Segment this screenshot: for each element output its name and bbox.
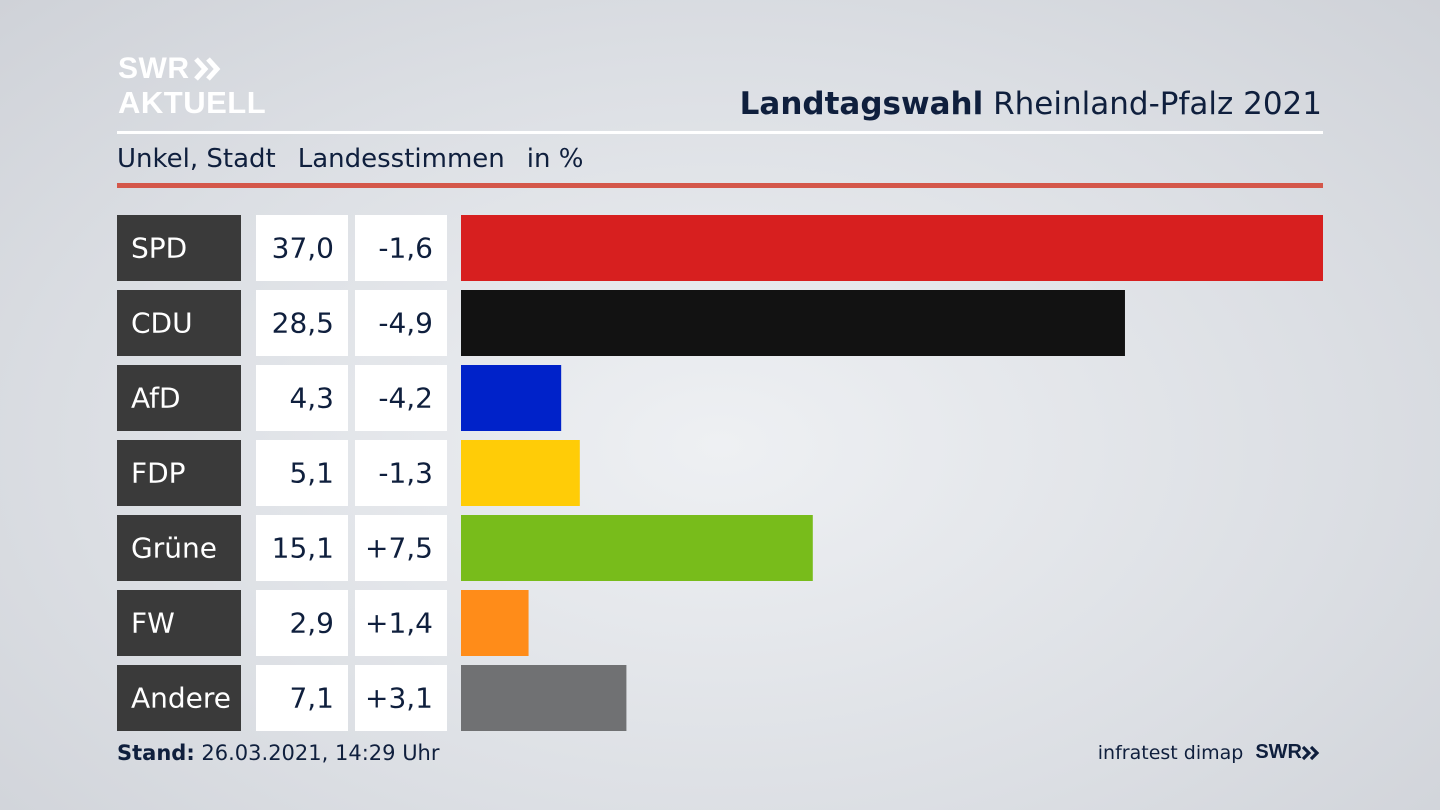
bar-cdu <box>461 290 1125 356</box>
value-label: 28,5 <box>272 307 334 340</box>
change-box <box>355 440 447 506</box>
footer-brand-text: SWR <box>1255 741 1302 763</box>
party-label-box <box>117 665 241 731</box>
party-label-box <box>117 215 241 281</box>
party-label: Andere <box>131 682 231 715</box>
value-box <box>256 665 348 731</box>
change-label: +3,1 <box>365 682 433 715</box>
bar-fdp <box>461 440 580 506</box>
value-box <box>256 515 348 581</box>
value-label: 7,1 <box>289 682 334 715</box>
subtitle-place: Unkel, Stadt <box>117 144 276 174</box>
bar-fw <box>461 590 529 656</box>
timestamp: Stand: 26.03.2021, 14:29 Uhr <box>117 741 440 765</box>
value-box <box>256 290 348 356</box>
change-label: +7,5 <box>365 532 433 565</box>
double-chevron-icon <box>1302 745 1320 760</box>
party-label-box <box>117 590 241 656</box>
party-label: CDU <box>131 307 193 340</box>
value-label: 5,1 <box>289 457 334 490</box>
value-box <box>256 365 348 431</box>
bar-grne <box>461 515 813 581</box>
change-box <box>355 590 447 656</box>
party-label-box <box>117 365 241 431</box>
change-box <box>355 515 447 581</box>
value-label: 2,9 <box>289 607 334 640</box>
chart-subtitle: Unkel, Stadt Landesstimmen in % <box>117 144 583 174</box>
party-label-box <box>117 290 241 356</box>
bar-spd <box>461 215 1323 281</box>
party-label: FDP <box>131 457 186 490</box>
change-label: -1,6 <box>378 232 433 265</box>
source-text: infratest dimap <box>1097 741 1244 764</box>
change-box <box>355 290 447 356</box>
bar-andere <box>461 665 627 731</box>
logo-text-swr: SWR <box>118 52 190 85</box>
party-label-box <box>117 515 241 581</box>
swr-footer-logo: SWR <box>1255 741 1322 764</box>
title-bold: Landtagswahl <box>739 86 984 122</box>
party-label: Grüne <box>131 532 217 565</box>
change-box <box>355 665 447 731</box>
party-label: FW <box>131 607 175 640</box>
stand-value: 26.03.2021, 14:29 Uhr <box>201 741 440 765</box>
bar-afd <box>461 365 562 431</box>
page-title: Landtagswahl Rheinland-Pfalz 2021 <box>740 86 1322 122</box>
subtitle-vote-type: Landesstimmen <box>297 144 505 174</box>
change-label: +1,4 <box>365 607 433 640</box>
party-label: SPD <box>131 232 187 265</box>
title-rest: Rheinland-Pfalz 2021 <box>993 86 1322 122</box>
accent-divider <box>117 183 1323 188</box>
change-label: -4,9 <box>378 307 433 340</box>
subtitle-unit: in % <box>526 144 584 174</box>
stand-label: Stand: <box>117 741 195 765</box>
value-label: 4,3 <box>289 382 334 415</box>
change-label: -1,3 <box>378 457 433 490</box>
party-label-box <box>117 440 241 506</box>
change-label: -4,2 <box>378 382 433 415</box>
value-box <box>256 590 348 656</box>
change-box <box>355 215 447 281</box>
value-box <box>256 215 348 281</box>
header-divider <box>117 131 1323 134</box>
swr-aktuell-logo: SWR AKTUELL <box>118 52 267 120</box>
value-label: 37,0 <box>272 232 334 265</box>
logo-text-aktuell: AKTUELL <box>118 85 267 120</box>
value-label: 15,1 <box>272 532 334 565</box>
source-credit: infratest dimap SWR <box>1098 741 1322 764</box>
change-box <box>355 365 447 431</box>
party-label: AfD <box>131 382 181 415</box>
value-box <box>256 440 348 506</box>
double-chevron-icon <box>193 57 220 81</box>
